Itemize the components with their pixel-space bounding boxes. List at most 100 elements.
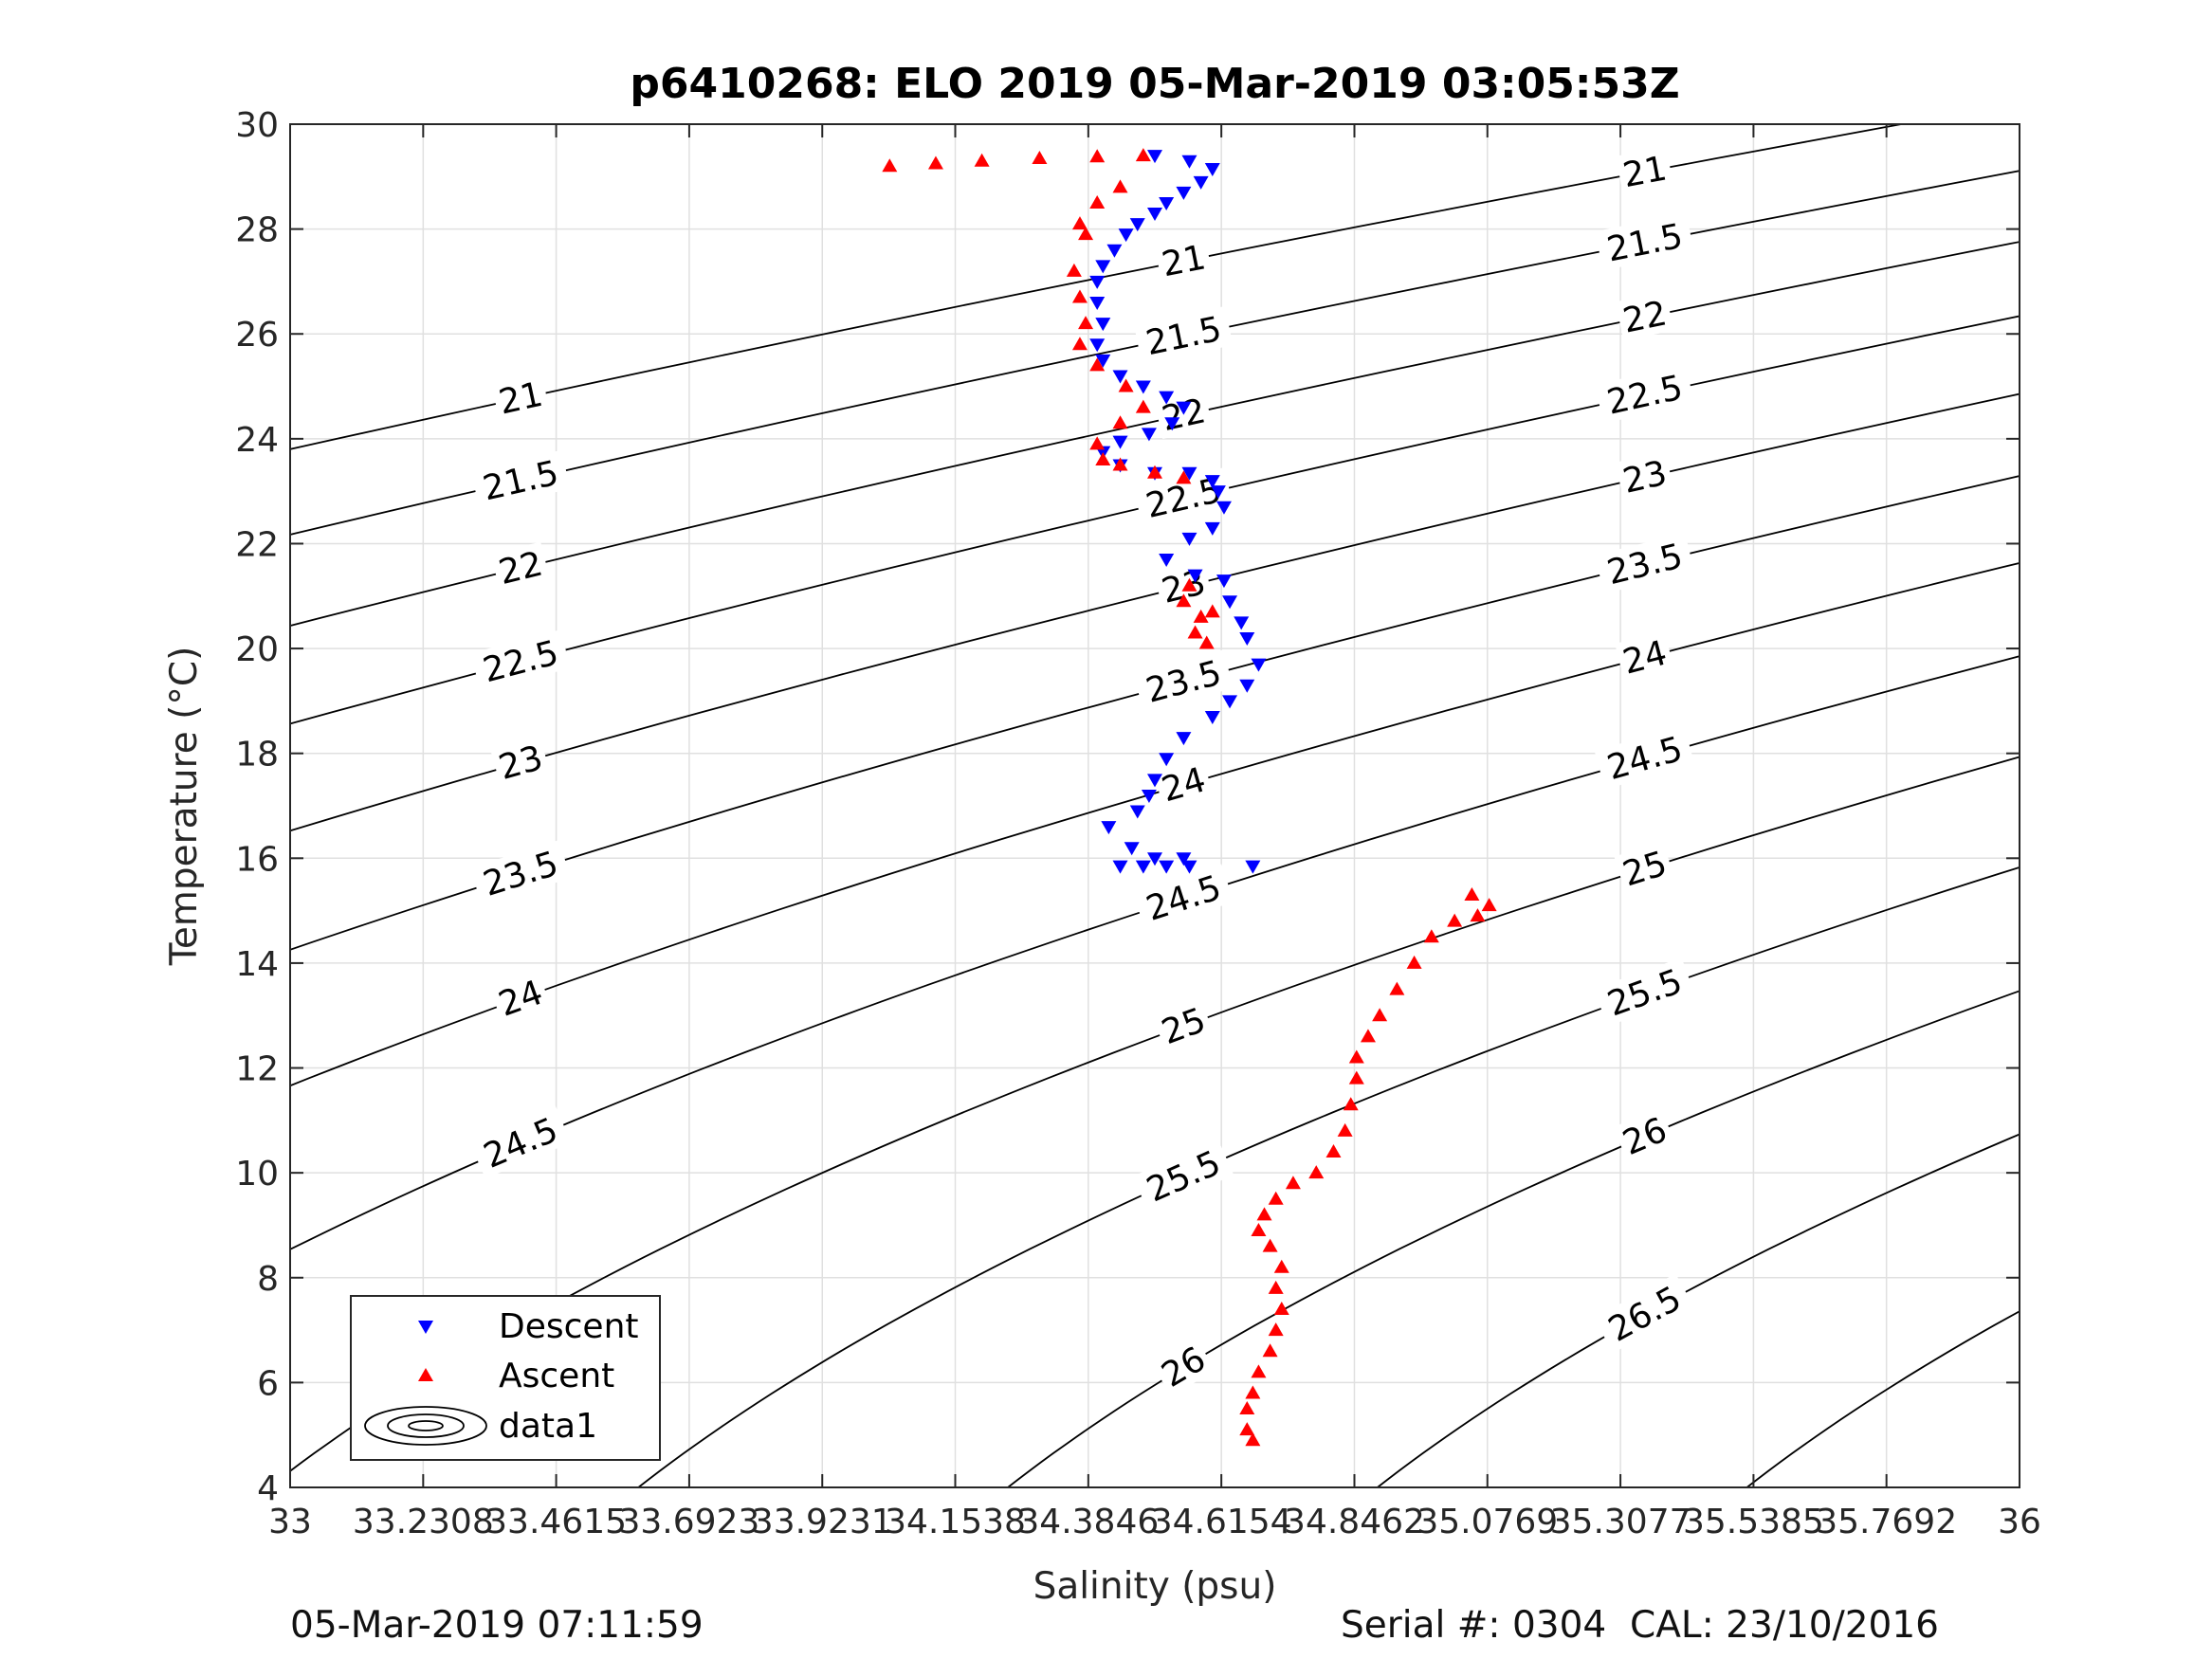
x-tick-label: 34.3846 bbox=[1017, 1503, 1159, 1541]
y-tick-label: 6 bbox=[257, 1364, 279, 1403]
ascent-point bbox=[1251, 1364, 1267, 1378]
descent-point bbox=[1176, 732, 1192, 746]
x-tick-label: 34.8462 bbox=[1284, 1503, 1425, 1541]
descent-point bbox=[1147, 774, 1162, 788]
x-tick-label: 36 bbox=[1998, 1503, 2041, 1541]
ascent-point bbox=[1078, 316, 1094, 330]
ascent-point bbox=[1089, 194, 1106, 209]
descent-point bbox=[1124, 842, 1140, 856]
ascent-point bbox=[1262, 1238, 1278, 1252]
ascent-point bbox=[1372, 1008, 1388, 1022]
ascent-point bbox=[1204, 604, 1220, 618]
ascent-point bbox=[1198, 635, 1215, 649]
ascent-point bbox=[1325, 1144, 1342, 1158]
density-contours bbox=[290, 124, 2020, 1487]
sigma-contour-24.5 bbox=[290, 655, 2020, 1250]
descent-point bbox=[1234, 616, 1250, 630]
y-tick-label: 26 bbox=[235, 316, 279, 355]
ascent-point bbox=[1176, 593, 1192, 608]
contour-label: 24 bbox=[1153, 757, 1214, 811]
axes-box bbox=[289, 123, 2020, 1488]
descent-point bbox=[1181, 155, 1197, 169]
descent-point bbox=[1164, 417, 1180, 431]
ascent-point bbox=[1245, 1385, 1261, 1399]
contour-label-text: 21 bbox=[1159, 238, 1209, 284]
descent-point bbox=[1147, 852, 1162, 866]
contour-label: 22 bbox=[1615, 291, 1674, 341]
ascent-point bbox=[1470, 908, 1486, 922]
ascent-point bbox=[1245, 1432, 1261, 1447]
descent-point bbox=[1135, 860, 1151, 874]
descent-point bbox=[1159, 196, 1175, 210]
ascent-point bbox=[1337, 1122, 1353, 1137]
ascent-point bbox=[1256, 1207, 1272, 1221]
y-tick-label: 28 bbox=[235, 211, 279, 250]
y-tick-label: 14 bbox=[235, 945, 279, 984]
descent-point bbox=[1181, 860, 1197, 874]
sigma-contour-23 bbox=[290, 392, 2020, 832]
descent-point bbox=[1112, 860, 1128, 874]
ascent-point bbox=[1078, 227, 1094, 241]
ascent-point bbox=[1285, 1176, 1301, 1190]
ascent-point bbox=[1389, 981, 1405, 995]
ascent-point bbox=[1193, 609, 1209, 623]
y-tick-label: 24 bbox=[235, 421, 279, 460]
descent-point bbox=[1095, 260, 1111, 274]
ascent-point bbox=[1273, 1301, 1289, 1315]
contour-label: 23 bbox=[490, 736, 551, 789]
ascent-point bbox=[1066, 263, 1082, 277]
x-tick-label: 33.6923 bbox=[618, 1503, 759, 1541]
ascent-point bbox=[1112, 179, 1128, 193]
sigma-contour-21.5 bbox=[290, 170, 2020, 536]
sigma-contour-21 bbox=[290, 124, 1902, 450]
y-tick-label: 30 bbox=[235, 106, 279, 145]
sigma-contour-26.5 bbox=[1377, 1133, 2020, 1487]
x-tick-label: 33.2308 bbox=[353, 1503, 494, 1541]
y-tick-label: 20 bbox=[235, 630, 279, 669]
ascent-point bbox=[1423, 929, 1439, 943]
contour-label-text: 21 bbox=[496, 375, 546, 423]
contour-label: 22 bbox=[490, 541, 551, 592]
sigma-contour-25.5 bbox=[637, 866, 2020, 1487]
sigma-contour-22.5 bbox=[290, 315, 2020, 725]
sigma-contour-22 bbox=[290, 241, 2020, 627]
sigma-contour-24 bbox=[290, 562, 2020, 1087]
descent-point bbox=[1187, 569, 1203, 583]
descent-point bbox=[1159, 753, 1175, 767]
contour-label-text: 22 bbox=[1619, 294, 1670, 340]
x-axis-ticks: 33 33.230833.461533.692333.923134.153834.… bbox=[268, 124, 2041, 1541]
descent-point bbox=[1222, 595, 1238, 610]
ascent-point bbox=[927, 155, 943, 170]
descent-point bbox=[1141, 428, 1157, 442]
x-tick-label: 35.7692 bbox=[1816, 1503, 1957, 1541]
contour-label-text: 23 bbox=[1619, 454, 1671, 501]
ascent-point bbox=[882, 158, 898, 173]
descent-point bbox=[1204, 163, 1220, 177]
ascent-point bbox=[1447, 913, 1463, 927]
ascent-point bbox=[1187, 625, 1203, 639]
descent-point bbox=[1181, 466, 1197, 481]
ascent-point bbox=[1071, 337, 1088, 351]
descent-point bbox=[1159, 554, 1175, 568]
x-tick-label: 33.9231 bbox=[752, 1503, 893, 1541]
x-tick-label: 34.1538 bbox=[885, 1503, 1026, 1541]
ascent-point bbox=[1268, 1280, 1284, 1294]
ascent-point bbox=[1147, 465, 1162, 479]
y-tick-label: 8 bbox=[257, 1260, 279, 1299]
sigma-contour-26 bbox=[1007, 990, 2020, 1487]
ascent-point bbox=[1181, 577, 1197, 592]
ascent-point bbox=[1268, 1322, 1284, 1337]
contour-label: 21.5 bbox=[1133, 306, 1234, 365]
descent-point bbox=[1159, 391, 1175, 405]
ascent-point bbox=[1112, 415, 1128, 429]
x-tick-label: 34.6154 bbox=[1151, 1503, 1292, 1541]
x-tick-label: 35.0769 bbox=[1417, 1503, 1558, 1541]
descent-point bbox=[1239, 679, 1255, 693]
sigma-contour-23.5 bbox=[290, 475, 2020, 951]
ascent-point bbox=[1464, 887, 1480, 902]
descent-point bbox=[1118, 228, 1134, 243]
y-tick-label: 22 bbox=[235, 525, 279, 564]
descent-point bbox=[1159, 860, 1175, 874]
descent-point bbox=[1135, 380, 1151, 394]
x-axis-label: Salinity (psu) bbox=[1033, 1565, 1277, 1608]
